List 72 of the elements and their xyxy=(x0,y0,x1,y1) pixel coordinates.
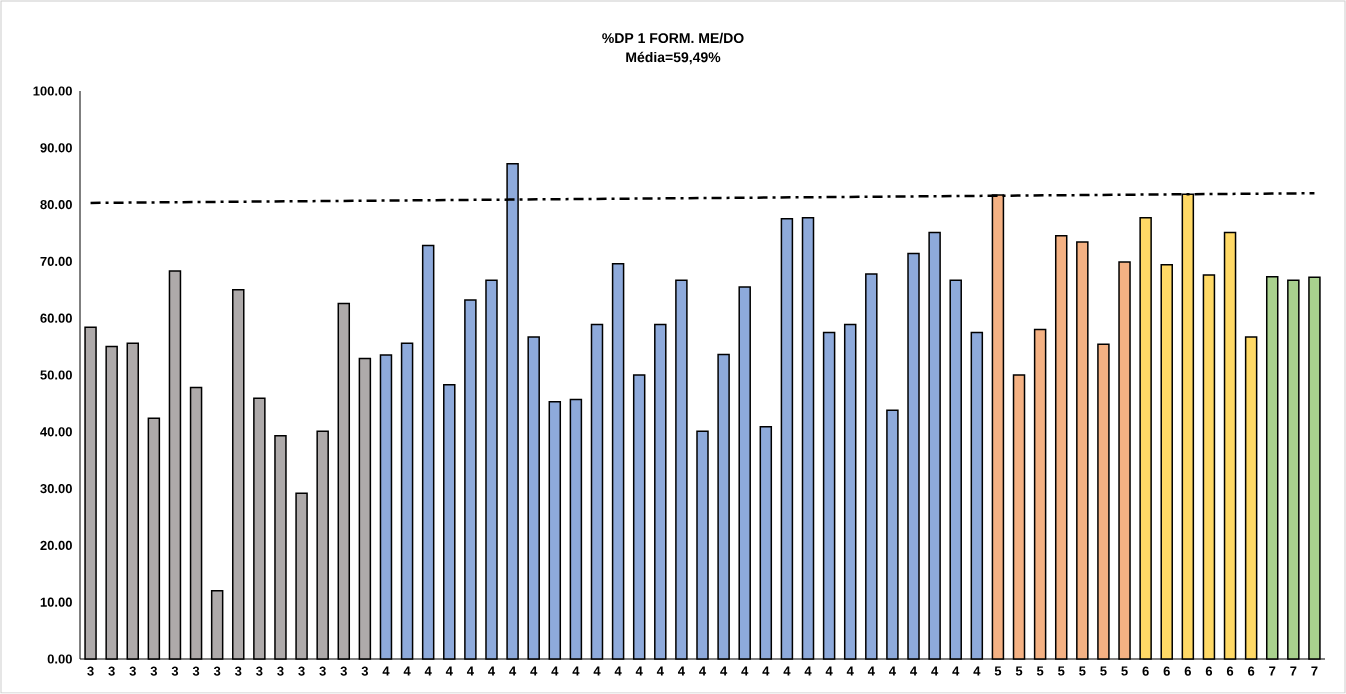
x-tick-label: 4 xyxy=(551,666,559,676)
x-tick-label: 4 xyxy=(424,666,432,676)
x-tick-label: 4 xyxy=(952,666,960,676)
x-tick-label: 6 xyxy=(1163,666,1170,676)
y-tick-label: 70.00 xyxy=(40,256,72,266)
x-tick-label: 5 xyxy=(1036,666,1044,676)
x-tick-label: 6 xyxy=(1248,666,1255,676)
x-tick-label: 4 xyxy=(635,666,643,676)
x-tick-label: 4 xyxy=(656,666,664,676)
x-tick-label: 4 xyxy=(889,666,896,676)
x-tick-label: 4 xyxy=(466,666,474,676)
x-tick-label: 3 xyxy=(361,666,369,676)
x-tick-label: 7 xyxy=(1311,666,1318,676)
x-tick-label: 4 xyxy=(509,666,517,676)
x-tick-label: 4 xyxy=(677,666,685,676)
x-tick-label: 5 xyxy=(1079,666,1086,676)
x-tick-label: 4 xyxy=(973,666,981,676)
x-tick-label: 5 xyxy=(1121,666,1128,676)
x-tick-label: 4 xyxy=(825,666,833,676)
x-tick-label: 4 xyxy=(699,666,707,676)
y-tick-label: 40.00 xyxy=(40,427,72,437)
x-tick-label: 5 xyxy=(1058,666,1065,676)
x-tick-label: 5 xyxy=(994,666,1002,676)
x-tick-label: 6 xyxy=(1184,666,1191,676)
y-tick-label: 100.00 xyxy=(33,86,72,96)
x-tick-label: 3 xyxy=(192,666,200,676)
x-tick-label: 4 xyxy=(867,666,875,676)
x-tick-label: 4 xyxy=(530,666,538,676)
x-tick-label: 4 xyxy=(783,666,791,676)
y-tick-label: 50.00 xyxy=(40,370,72,380)
chart-title: %DP 1 FORM. ME/DO xyxy=(602,32,744,44)
chart-subtitle: Média=59,49% xyxy=(626,51,721,65)
x-tick-label: 6 xyxy=(1226,666,1234,676)
x-tick-label: 4 xyxy=(931,666,939,676)
x-tick-label: 6 xyxy=(1142,666,1149,676)
x-tick-label: 3 xyxy=(340,666,347,676)
x-tick-label: 4 xyxy=(488,666,496,676)
x-tick-label: 4 xyxy=(403,666,411,676)
x-tick-label: 4 xyxy=(762,666,770,676)
y-tick-label: 10.00 xyxy=(40,597,72,607)
y-tick-label: 80.00 xyxy=(40,199,72,210)
x-tick-label: 7 xyxy=(1290,666,1297,676)
x-tick-label: 4 xyxy=(846,666,854,676)
x-tick-label: 3 xyxy=(298,666,305,676)
x-tick-label: 3 xyxy=(129,666,136,676)
y-tick-label: 90.00 xyxy=(40,143,72,153)
x-tick-label: 4 xyxy=(720,666,728,676)
x-tick-label: 3 xyxy=(256,666,263,676)
x-tick-label: 4 xyxy=(382,666,390,676)
y-tick-label: 30.00 xyxy=(40,483,72,494)
x-tick-label: 4 xyxy=(910,666,918,676)
x-tick-label: 3 xyxy=(234,666,242,676)
y-tick-label: 60.00 xyxy=(40,313,72,323)
x-tick-label: 3 xyxy=(108,666,115,676)
x-tick-label: 3 xyxy=(87,666,94,676)
x-tick-label: 4 xyxy=(572,666,580,676)
x-tick-label: 4 xyxy=(445,666,453,676)
x-tick-label: 5 xyxy=(1100,666,1107,676)
x-tick-label: 3 xyxy=(150,666,157,676)
x-tick-label: 5 xyxy=(1015,666,1023,676)
x-tick-label: 4 xyxy=(804,666,812,676)
y-tick-label: 0.00 xyxy=(47,654,72,664)
x-tick-label: 3 xyxy=(213,666,221,676)
x-tick-label: 4 xyxy=(614,666,622,676)
x-tick-label: 4 xyxy=(741,666,749,676)
x-tick-label: 3 xyxy=(277,666,284,676)
x-tick-label: 7 xyxy=(1269,666,1276,676)
x-tick-label: 4 xyxy=(593,666,601,676)
y-tick-label: 20.00 xyxy=(40,540,72,550)
x-tick-label: 3 xyxy=(319,666,326,676)
x-tick-label: 6 xyxy=(1205,666,1213,676)
x-tick-label: 3 xyxy=(171,666,179,676)
